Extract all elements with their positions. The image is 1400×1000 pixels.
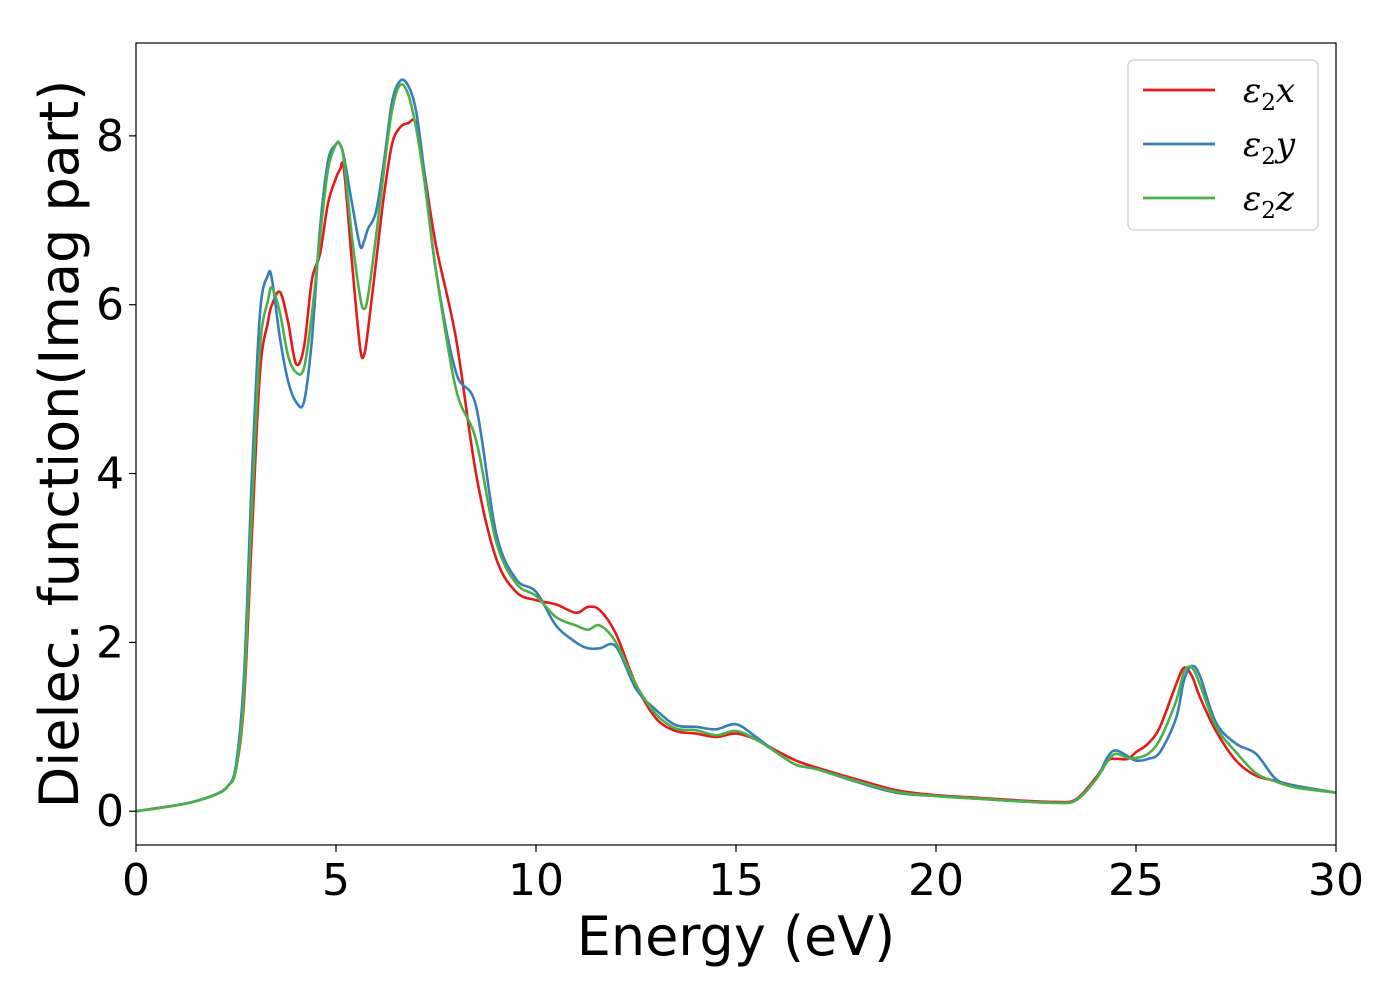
y-tick-label: 4 xyxy=(96,449,124,500)
legend-label-x: ε2x xyxy=(1243,71,1295,116)
y-tick-label: 2 xyxy=(96,617,124,668)
x-tick-label: 20 xyxy=(908,855,964,906)
x-axis-ticks: 0 5 10 15 20 25 30 xyxy=(122,845,1364,906)
x-tick-label: 25 xyxy=(1108,855,1164,906)
legend: ε2x ε2y ε2z xyxy=(1127,59,1319,231)
y-axis-title: Dielec. function(Imag part) xyxy=(28,80,91,809)
legend-label-z: ε2z xyxy=(1243,179,1295,224)
x-tick-label: 10 xyxy=(508,855,564,906)
x-tick-label: 15 xyxy=(708,855,764,906)
legend-frame xyxy=(1127,59,1319,231)
legend-label-y: ε2y xyxy=(1243,125,1296,170)
x-tick-label: 30 xyxy=(1308,855,1364,906)
series-line-y xyxy=(135,78,1337,813)
x-tick-label: 0 xyxy=(122,855,150,906)
y-axis-ticks: 0 2 4 6 8 xyxy=(96,111,136,837)
y-tick-label: 8 xyxy=(96,111,124,162)
y-tick-label: 6 xyxy=(96,280,124,331)
y-tick-label: 0 xyxy=(96,786,124,837)
x-tick-label: 5 xyxy=(322,855,350,906)
series-line-z xyxy=(135,83,1337,813)
series-layer xyxy=(135,78,1337,813)
x-axis-title: Energy (eV) xyxy=(577,905,896,968)
